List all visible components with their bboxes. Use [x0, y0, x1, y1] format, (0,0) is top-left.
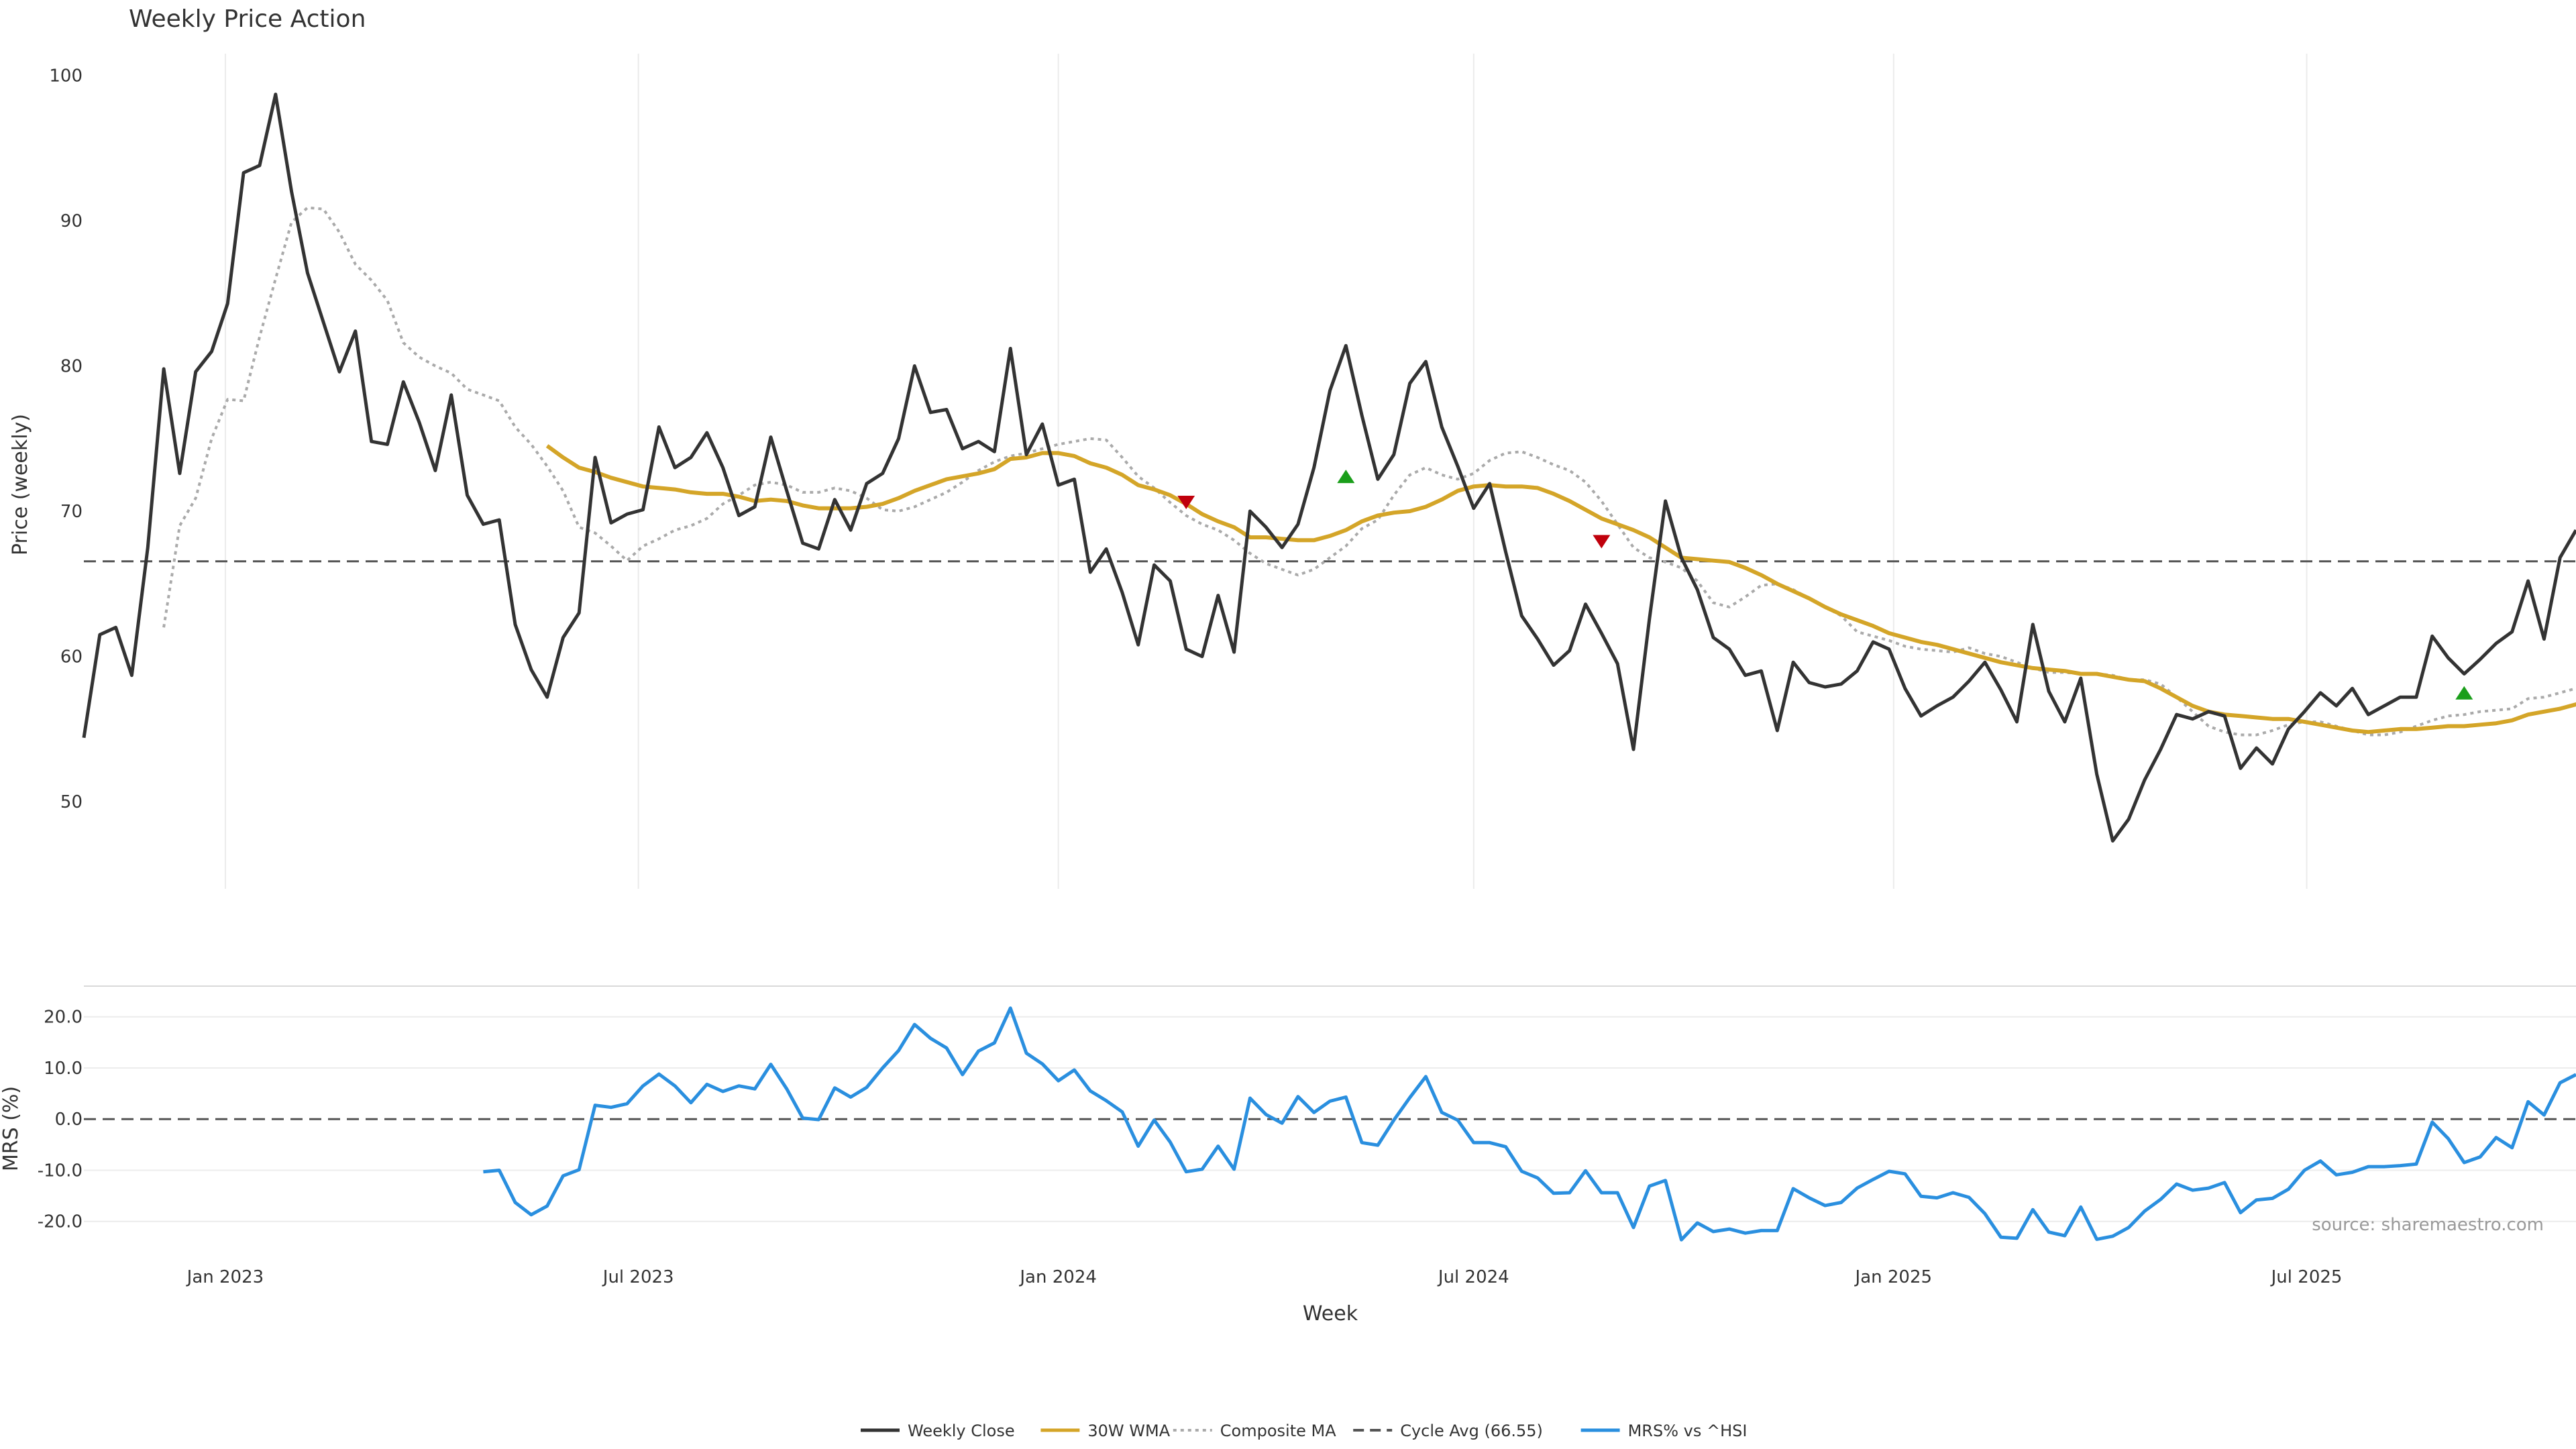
mrs-series — [483, 1006, 2576, 1242]
price-y-tick-label: 90 — [60, 211, 83, 231]
legend-label: Composite MA — [1220, 1421, 1336, 1440]
legend-item: Composite MA — [1173, 1421, 1336, 1440]
price-y-tick-label: 50 — [60, 792, 83, 812]
chart-title: Weekly Price Action — [129, 5, 366, 33]
legend-item: Cycle Avg (66.55) — [1353, 1421, 1543, 1440]
mrs-y-tick-label: 0.0 — [55, 1110, 83, 1130]
x-tick-label: Jan 2023 — [186, 1267, 264, 1287]
buy-signal-marker — [1337, 470, 1355, 484]
price-panel-grid — [224, 54, 2308, 889]
chart-legend: Weekly Close 30W WMA Composite MA Cycle Avg… — [861, 1421, 1747, 1440]
source-note: source: sharemaestro.com — [2312, 1215, 2544, 1235]
x-tick-label: Jan 2024 — [1018, 1267, 1097, 1287]
price-y-tick-label: 70 — [60, 502, 83, 522]
series-weekly-close — [82, 93, 2576, 843]
x-tick-label: Jul 2024 — [1437, 1267, 1509, 1287]
mrs-y-ticks: -20.0 -10.0 0.0 10.0 20.0 — [38, 1008, 83, 1232]
price-y-ticks: 50 60 70 80 90 100 — [49, 66, 83, 812]
sell-signal-marker — [1177, 496, 1195, 510]
x-tick-label: Jul 2023 — [602, 1267, 674, 1287]
legend-label: 30W WMA — [1087, 1421, 1170, 1440]
sell-signal-marker — [1593, 535, 1611, 549]
x-tick-label: Jan 2025 — [1854, 1267, 1933, 1287]
series-30w-wma — [545, 444, 2576, 735]
series-mrs-vs-hsi — [483, 1006, 2576, 1242]
price-y-axis-label: Price (weekly) — [9, 414, 32, 555]
mrs-y-tick-label: -20.0 — [38, 1212, 83, 1232]
legend-label: MRS% vs ^HSI — [1628, 1421, 1748, 1440]
buy-signal-marker — [2455, 686, 2473, 700]
signal-markers — [1177, 470, 2473, 700]
price-y-tick-label: 60 — [60, 647, 83, 667]
legend-item: MRS% vs ^HSI — [1580, 1421, 1748, 1440]
mrs-y-tick-label: 20.0 — [44, 1008, 83, 1028]
price-y-tick-label: 80 — [60, 357, 83, 377]
x-tick-label: Jul 2025 — [2270, 1267, 2343, 1287]
x-axis-ticks: Jan 2023 Jul 2023 Jan 2024 Jul 2024 Jan 2025… — [186, 1267, 2343, 1287]
price-series — [82, 93, 2576, 843]
legend-item: 30W WMA — [1040, 1421, 1171, 1440]
mrs-y-axis-label: MRS (%) — [0, 1086, 23, 1171]
mrs-y-tick-label: -10.0 — [38, 1161, 83, 1181]
legend-item: Weekly Close — [861, 1421, 1015, 1440]
x-axis-label: Week — [1303, 1302, 1358, 1326]
legend-label: Cycle Avg (66.55) — [1400, 1421, 1543, 1440]
price-y-tick-label: 100 — [49, 66, 83, 86]
mrs-y-tick-label: 10.0 — [44, 1059, 83, 1079]
legend-label: Weekly Close — [908, 1421, 1015, 1440]
